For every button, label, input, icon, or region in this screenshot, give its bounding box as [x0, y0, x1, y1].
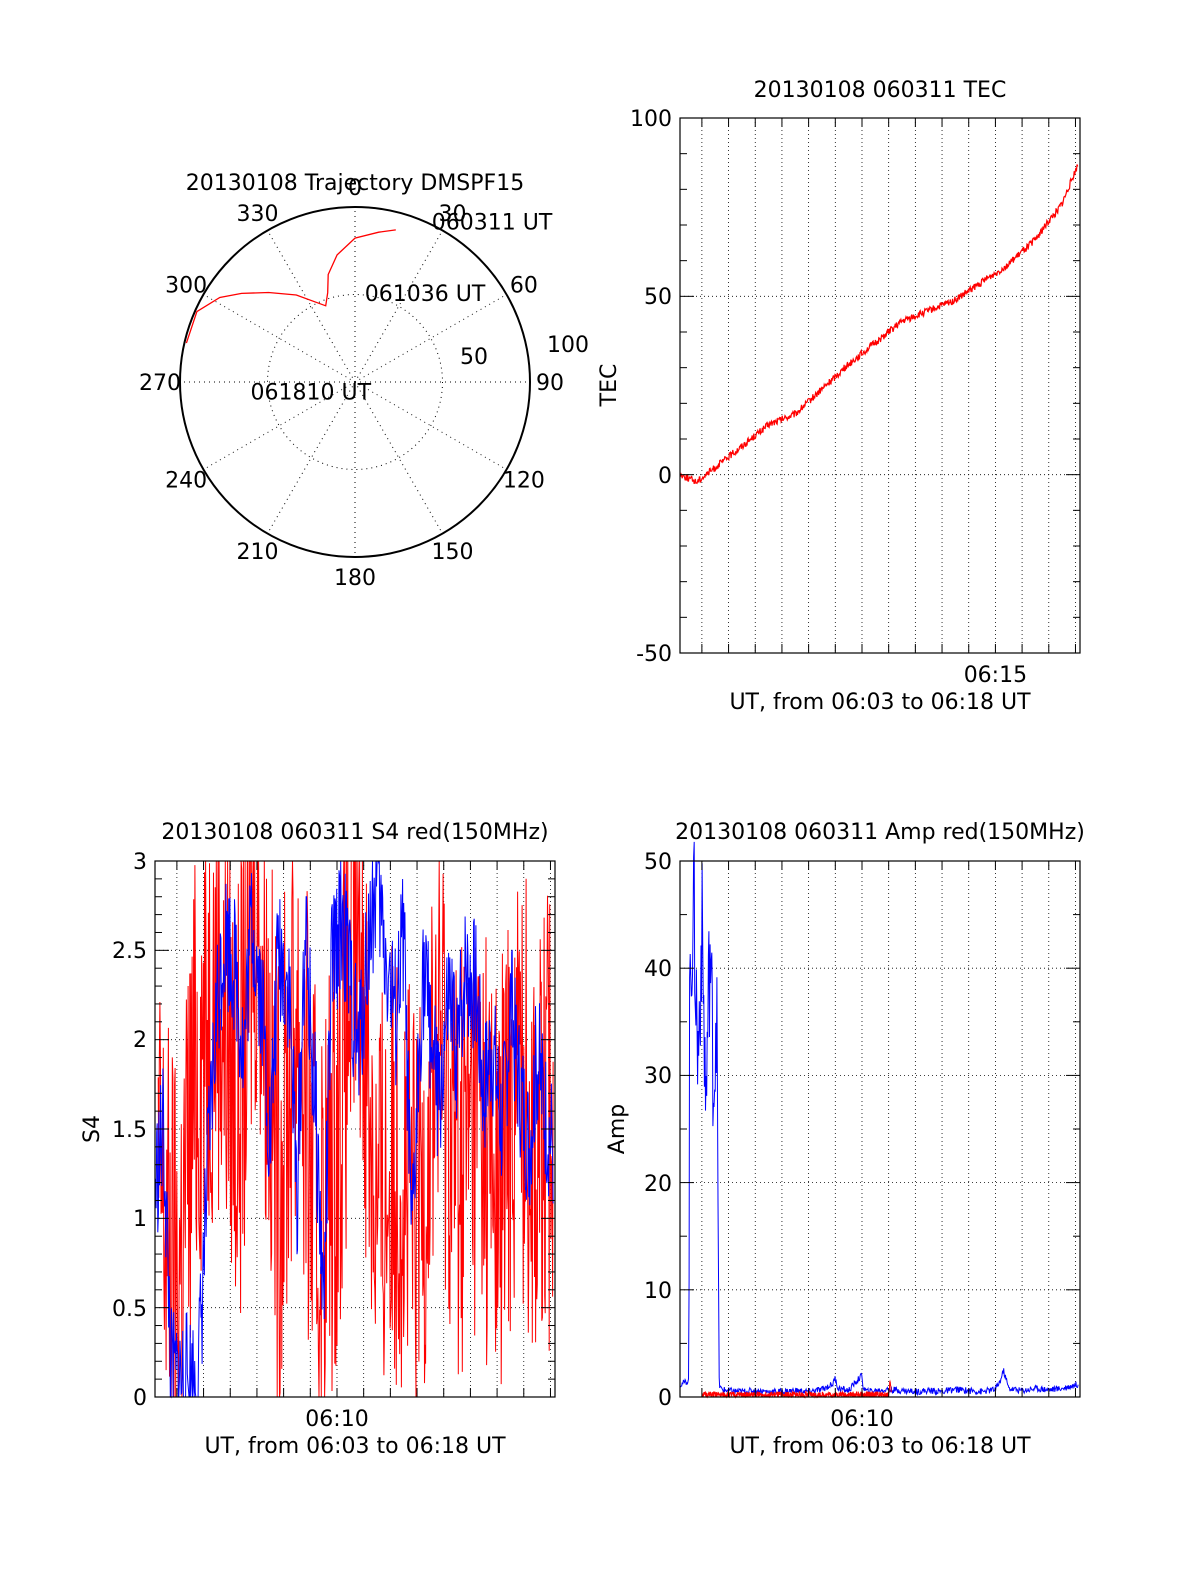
amp-ytick-label: 0	[658, 1386, 672, 1411]
tec-title: 20130108 060311 TEC	[754, 78, 1007, 103]
tec-ytick-label: 0	[658, 464, 672, 489]
s4-ytick-label: 0	[133, 1386, 147, 1411]
polar-spoke	[267, 381, 356, 534]
amp-xtick-label: 06:10	[830, 1407, 893, 1432]
amp-plot-area	[680, 841, 1079, 1399]
amp-xlabel: UT, from 06:03 to 06:18 UT	[729, 1434, 1031, 1459]
s4-panel: 20130108 060311 S4 red(150MHz) 3 2.5 2 1…	[80, 820, 556, 1459]
s4-ytick-label: 1	[133, 1207, 147, 1232]
polar-spoke	[354, 381, 443, 534]
azimuth-label: 330	[237, 202, 279, 227]
s4-ticks	[155, 860, 555, 1398]
tec-axes-frame	[679, 117, 1081, 654]
polar-title: 20130108 Trajectory DMSPF15	[186, 171, 524, 196]
azimuth-label: 150	[432, 540, 474, 565]
tec-xtick-label: 06:15	[964, 663, 1027, 688]
azimuth-label: 240	[165, 469, 207, 494]
azimuth-label: 270	[139, 371, 181, 396]
polar-spoke	[354, 230, 443, 383]
tec-panel: 20130108 060311 TEC 100 50 0 -50 06:15 U…	[597, 78, 1081, 715]
s4-ytick-label: 0.5	[112, 1297, 147, 1322]
tec-plot-area	[679, 164, 1079, 485]
amp-ytick-label: 30	[644, 1064, 672, 1089]
amp-panel: 20130108 060311 Amp red(150MHz) 50 40 30…	[605, 820, 1085, 1459]
amp-ytick-label: 20	[644, 1172, 672, 1197]
s4-ylabel: S4	[80, 1115, 105, 1143]
tec-ylabel: TEC	[597, 364, 622, 408]
polar-azimuth-labels: 0 30 60 90 120 150 180 210 240 270 300 3…	[139, 176, 564, 591]
radius-label-100: 100	[547, 333, 589, 358]
s4-ytick-label: 2.5	[112, 939, 147, 964]
polar-outer-circle	[179, 206, 531, 558]
trajectory-time-label: 060311 UT	[432, 211, 553, 236]
azimuth-label: 0	[348, 176, 362, 201]
tec-ytick-label: 50	[644, 285, 672, 310]
amp-series-red	[701, 1379, 892, 1399]
azimuth-label: 30	[439, 202, 467, 227]
azimuth-label: 60	[510, 274, 538, 299]
azimuth-label: 300	[165, 274, 207, 299]
amp-grid	[680, 861, 1080, 1397]
amp-ytick-label: 40	[644, 957, 672, 982]
tec-ytick-label: 100	[630, 107, 672, 132]
trajectory-time-label: 061810 UT	[251, 380, 372, 405]
azimuth-label: 90	[536, 371, 564, 396]
tec-series-red	[679, 164, 1079, 485]
amp-ytick-label: 10	[644, 1279, 672, 1304]
amp-ytick-label: 50	[644, 850, 672, 875]
tec-ticks	[680, 117, 1080, 654]
s4-series-blue	[155, 860, 554, 1399]
s4-plot-area	[155, 860, 554, 1399]
amp-axes-frame	[679, 860, 1081, 1398]
polar-trajectory-panel: 20130108 Trajectory DMSPF15 0 30 60 90 1…	[139, 171, 589, 591]
amp-ticks	[680, 860, 1080, 1398]
azimuth-label: 180	[334, 566, 376, 591]
polar-spoke	[354, 294, 507, 383]
trajectory-time-label: 061036 UT	[365, 282, 486, 307]
polar-spoke	[203, 381, 356, 470]
radius-label-50: 50	[460, 345, 488, 370]
s4-series-red	[157, 860, 554, 1398]
s4-title: 20130108 060311 S4 red(150MHz)	[161, 820, 548, 845]
amp-ylabel: Amp	[605, 1104, 630, 1154]
tec-ytick-label: -50	[636, 642, 672, 667]
tec-xlabel: UT, from 06:03 to 06:18 UT	[729, 690, 1031, 715]
polar-grid	[180, 207, 530, 557]
s4-xtick-label: 06:10	[305, 1407, 368, 1432]
polar-spoke	[203, 294, 356, 383]
polar-spoke	[267, 230, 356, 383]
s4-xlabel: UT, from 06:03 to 06:18 UT	[204, 1434, 506, 1459]
polar-ring	[267, 294, 443, 470]
azimuth-label: 210	[237, 540, 279, 565]
amp-series-blue	[680, 841, 1079, 1397]
s4-ytick-label: 1.5	[112, 1118, 147, 1143]
s4-ytick-label: 2	[133, 1028, 147, 1053]
amp-title: 20130108 060311 Amp red(150MHz)	[675, 820, 1085, 845]
azimuth-label: 120	[503, 469, 545, 494]
trajectory-line	[185, 229, 396, 344]
tec-grid	[680, 118, 1080, 653]
polar-spoke	[354, 381, 507, 470]
s4-ytick-label: 3	[133, 850, 147, 875]
